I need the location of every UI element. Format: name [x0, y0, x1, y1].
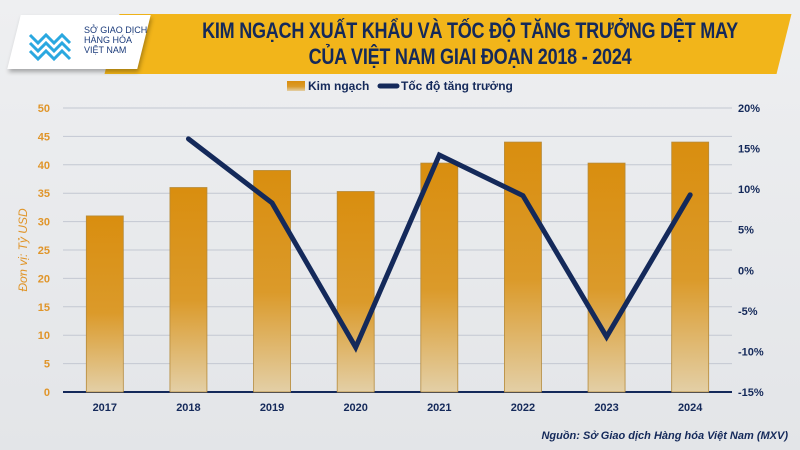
x-tick-label: 2017 [93, 402, 117, 414]
y-tick-label: 35 [38, 188, 50, 200]
y-tick-label: 45 [38, 131, 50, 143]
y2-tick-label: 15% [738, 144, 760, 156]
bar-2020 [336, 191, 375, 393]
x-tick-label: 2022 [511, 402, 535, 414]
y-tick-label: 15 [38, 302, 50, 314]
bar-2024 [671, 141, 710, 393]
y-tick-label: 5 [44, 359, 50, 371]
bar-2021 [420, 162, 459, 393]
y-tick-label: 30 [38, 217, 50, 229]
y2-tick-label: 0% [738, 265, 754, 277]
logo-line: HÀNG HÓA [84, 35, 133, 45]
logo-text: SỞ GIAO DỊCH HÀNG HÓA VIỆT NAM [84, 25, 147, 55]
legend-label-bar: Kim ngạch [308, 79, 369, 93]
y-tick-label: 0 [44, 387, 50, 399]
source-note: Nguồn: Sở Giao dịch Hàng hóa Việt Nam (M… [541, 430, 788, 442]
y-tick-label: 40 [38, 160, 50, 172]
bar-2023 [587, 162, 626, 393]
title-line-1: KIM NGẠCH XUẤT KHẨU VÀ TỐC ĐỘ TĂNG TRƯỞN… [202, 18, 738, 43]
chart-title: KIM NGẠCH XUẤT KHẨU VÀ TỐC ĐỘ TĂNG TRƯỞN… [158, 18, 781, 70]
title-line-2: CỦA VIỆT NAM GIAI ĐOẠN 2018 - 2024 [308, 44, 632, 69]
y-tick-label: 20 [38, 273, 50, 285]
logo-line: VIỆT NAM [84, 45, 127, 55]
bar-2022 [504, 141, 542, 393]
y2-tick-label: -10% [738, 346, 764, 358]
y2-tick-label: 20% [738, 103, 760, 115]
x-tick-label: 2018 [176, 402, 200, 414]
y-tick-label: 50 [38, 103, 50, 115]
bar-2018 [169, 187, 208, 393]
bar-2017 [85, 215, 124, 393]
legend-label-line: Tốc độ tăng trưởng [401, 79, 513, 93]
x-tick-label: 2019 [260, 402, 284, 414]
y2-tick-label: -15% [738, 387, 764, 399]
x-tick-label: 2023 [594, 402, 618, 414]
x-tick-label: 2021 [427, 402, 451, 414]
x-tick-label: 2020 [343, 402, 367, 414]
y-tick-label: 25 [38, 245, 50, 257]
legend-bar-swatch [287, 81, 305, 91]
y2-tick-label: -5% [738, 306, 758, 318]
y2-tick-label: 10% [738, 184, 760, 196]
x-tick-label: 2024 [678, 402, 703, 414]
y-tick-label: 10 [38, 330, 50, 342]
y-axis-label: Đơn vị: Tỷ USD [16, 208, 30, 292]
legend: Kim ngạch Tốc độ tăng trưởng [287, 79, 513, 93]
y2-tick-label: 5% [738, 225, 754, 237]
logo-line: SỞ GIAO DỊCH [84, 25, 148, 35]
